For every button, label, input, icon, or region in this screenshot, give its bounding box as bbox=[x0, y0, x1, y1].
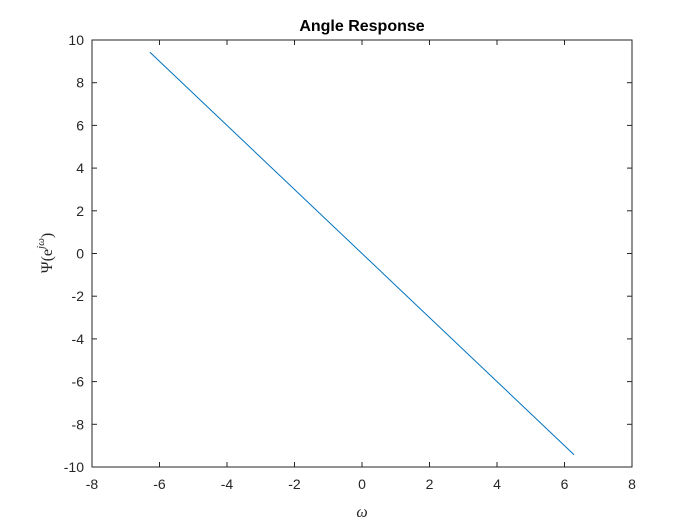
x-tick-label: 2 bbox=[426, 476, 434, 492]
x-tick-label: 6 bbox=[561, 476, 569, 492]
x-tick-label: -8 bbox=[86, 476, 99, 492]
chart-title: Angle Response bbox=[299, 18, 424, 35]
y-tick-label: -8 bbox=[72, 416, 85, 432]
y-tick-label: 2 bbox=[76, 203, 84, 219]
y-axis-label-close: ) bbox=[39, 233, 56, 238]
y-tick-label: -6 bbox=[72, 374, 85, 390]
y-axis-ticks: -10 -8 -6 -4 -2 0 2 4 6 8 10 bbox=[64, 32, 632, 475]
y-axis-label-exponent: jω bbox=[35, 238, 47, 251]
y-axis-label-open: (e bbox=[39, 249, 56, 261]
y-axis-label-symbol: Ψ bbox=[39, 261, 56, 273]
x-tick-label: 0 bbox=[358, 476, 366, 492]
x-axis-ticks: -8 -6 -4 -2 0 2 4 6 8 bbox=[86, 40, 636, 492]
series-layer bbox=[149, 51, 575, 456]
x-axis-label: ω bbox=[356, 504, 367, 521]
x-tick-label: -6 bbox=[153, 476, 166, 492]
x-tick-label: 8 bbox=[628, 476, 636, 492]
series-line-angle bbox=[149, 51, 575, 456]
y-tick-label: 10 bbox=[68, 32, 84, 48]
y-tick-label: 8 bbox=[76, 75, 84, 91]
x-tick-label: -4 bbox=[221, 476, 234, 492]
y-tick-label: -4 bbox=[72, 331, 85, 347]
y-tick-label: 6 bbox=[76, 117, 84, 133]
y-tick-label: 4 bbox=[76, 160, 84, 176]
y-axis-label: Ψ(ejω) bbox=[35, 233, 56, 273]
y-tick-label: -2 bbox=[72, 288, 85, 304]
y-tick-label: 0 bbox=[76, 246, 84, 262]
x-tick-label: 4 bbox=[493, 476, 501, 492]
y-tick-label: -10 bbox=[64, 459, 84, 475]
x-tick-label: -2 bbox=[288, 476, 301, 492]
